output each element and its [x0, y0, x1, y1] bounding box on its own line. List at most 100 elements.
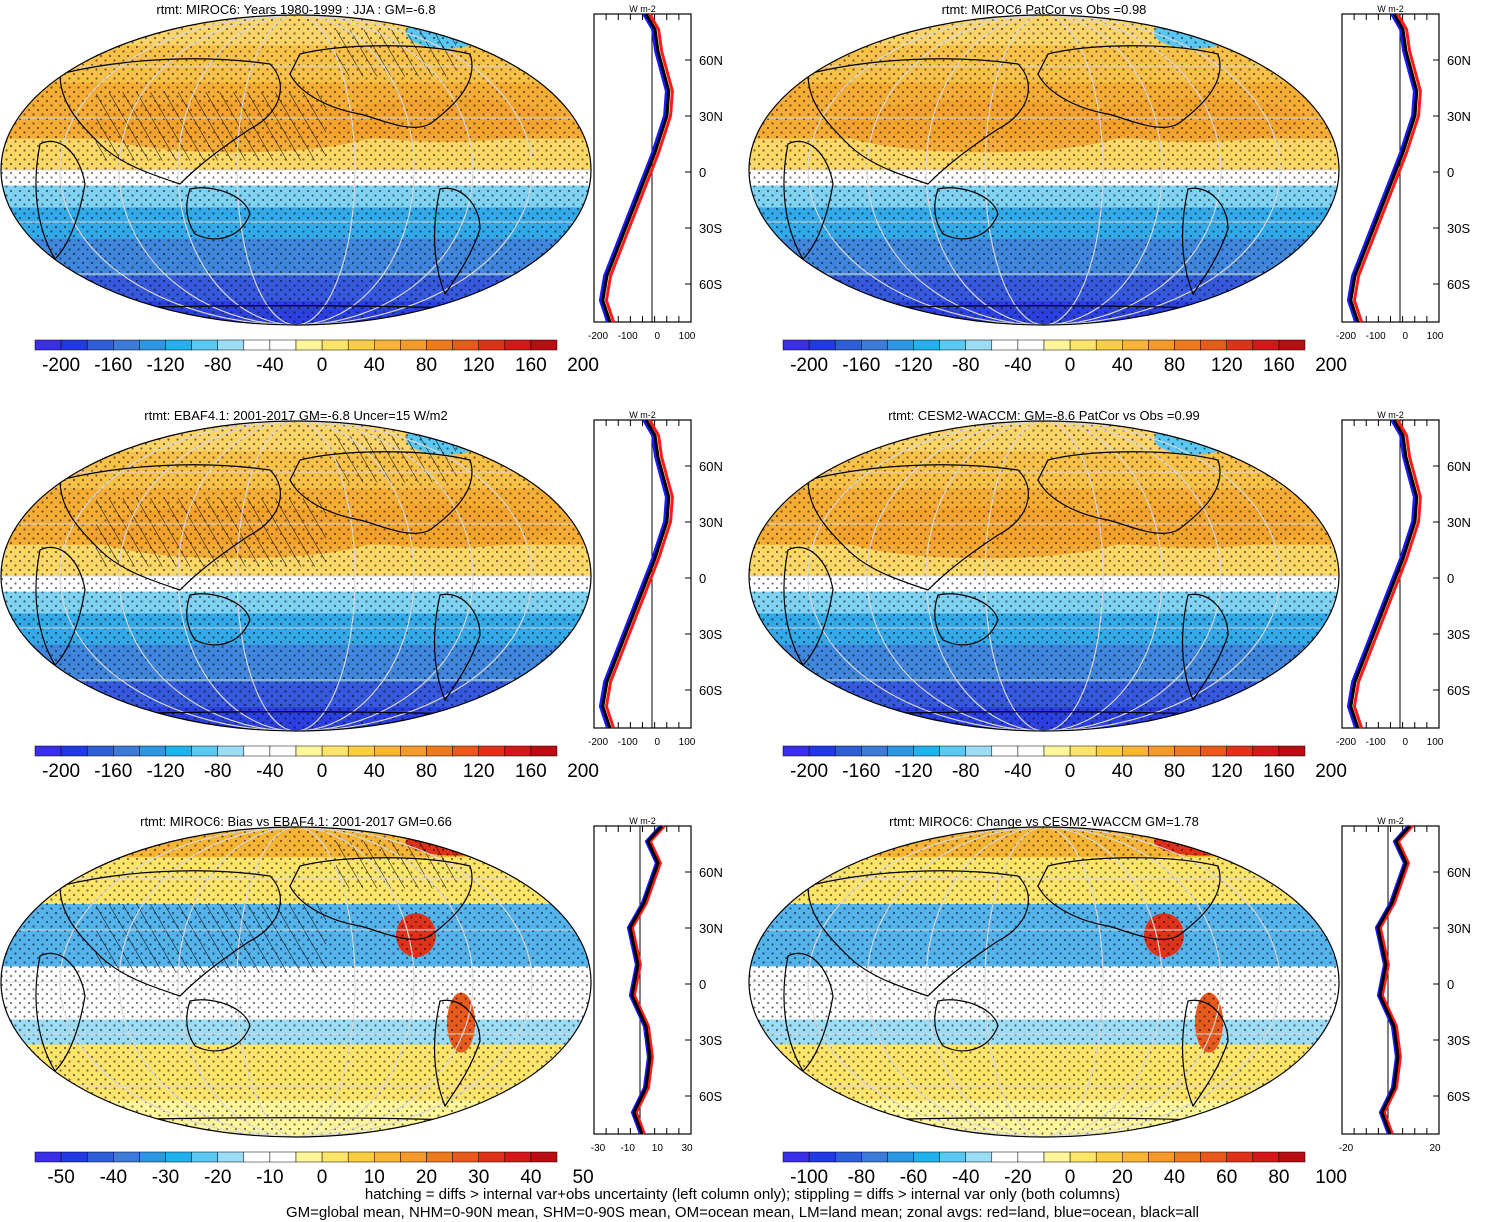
colorbar-tick-label: 80: [1268, 1167, 1289, 1188]
panel-title: rtmt: CESM2-WACCM: GM=-8.6 PatCor vs Obs…: [888, 408, 1200, 423]
colorbar-swatch: [1278, 745, 1306, 757]
graticule-lon: [925, 827, 1163, 1137]
zonal-x-tick-label: -100: [618, 737, 638, 748]
colorbar-swatch: [782, 339, 810, 351]
continent-outline: [1037, 451, 1221, 534]
graticule-lon: [177, 421, 415, 731]
continent-outline: [1037, 45, 1221, 128]
colorbar-swatch: [1226, 745, 1254, 757]
colorbar-tick-label: 120: [1211, 355, 1243, 376]
continent-outline: [59, 58, 281, 185]
colorbar-swatch: [243, 1151, 271, 1163]
continent-outline: [35, 140, 86, 260]
zonal-x-tick-label: -100: [1366, 737, 1386, 748]
zonal-lat-label: 60S: [699, 1089, 722, 1104]
colorbar-tick-label: 40: [364, 355, 385, 376]
zonal-mean-curve: [604, 13, 674, 323]
graticule-lon: [925, 421, 1163, 731]
colorbar-swatch: [1148, 339, 1175, 351]
hatching: [336, 435, 456, 483]
continent-outline: [807, 870, 1029, 997]
colorbar-swatch: [478, 1151, 506, 1163]
colorbar-swatch: [834, 1151, 862, 1163]
colorbar-tick-label: -200: [42, 355, 80, 376]
zonal-x-tick-label: 100: [1427, 737, 1444, 748]
zonal-x-tick-label: 10: [652, 1143, 664, 1154]
colorbar-swatch: [913, 339, 940, 351]
colorbar-swatch: [113, 339, 140, 351]
colorbar: -200 -160 -120 -80 -40 0 40 80 120 160 200: [34, 745, 599, 782]
colorbar-swatch: [1174, 745, 1201, 757]
graticule-lon: [807, 15, 1281, 325]
colorbar-tick-label: -40: [1004, 761, 1031, 782]
zonal-lat-label: 30N: [699, 515, 723, 530]
colorbar-swatch: [347, 339, 375, 351]
graticule-lon: [925, 15, 1163, 325]
map-panel-p6: rtmt: MIROC6: Change vs CESM2-WACCM GM=1…: [748, 814, 1471, 1188]
zonal-lat-label: 60S: [1447, 683, 1470, 698]
colorbar-swatch: [887, 339, 914, 351]
colorbar-swatch: [139, 339, 166, 351]
map-panel-p4: rtmt: CESM2-WACCM: GM=-8.6 PatCor vs Obs…: [748, 408, 1471, 782]
colorbar-tick-label: 120: [1211, 761, 1243, 782]
colorbar-swatch: [400, 1151, 427, 1163]
zonal-lat-label: 60N: [699, 865, 723, 880]
colorbar-swatch: [217, 745, 245, 757]
zonal-x-tick-label: 0: [655, 331, 661, 342]
zonal-lat-label: 0: [699, 571, 706, 586]
continent-outline: [807, 58, 1029, 185]
colorbar-swatch: [478, 745, 506, 757]
colorbar-tick-label: -200: [790, 761, 828, 782]
map-border: [0, 420, 592, 732]
colorbar: -100 -80 -60 -40 -20 0 20 40 60 80 100: [782, 1151, 1347, 1188]
graticule-lon: [984, 827, 1104, 1137]
colorbar-tick-label: 40: [520, 1167, 541, 1188]
colorbar-swatch: [426, 339, 453, 351]
colorbar-swatch: [1252, 745, 1280, 757]
colorbar-swatch: [965, 1151, 993, 1163]
zonal-lat-label: 0: [699, 977, 706, 992]
colorbar-tick-label: 0: [317, 761, 328, 782]
colorbar-swatch: [913, 1151, 940, 1163]
zonal-x-tick-label: -200: [1336, 737, 1356, 748]
colorbar-swatch: [452, 1151, 479, 1163]
zonal-lat-label: 0: [1447, 165, 1454, 180]
map-field: [1, 421, 591, 731]
zonal-mean-curve: [1346, 419, 1416, 729]
zonal-mean-plot: W m-2 -200 -100 0 100 60N 30N 0 30S 60S: [1336, 4, 1471, 342]
colorbar-tick-label: -160: [94, 355, 132, 376]
graticule-lon: [118, 15, 474, 325]
colorbar: -200 -160 -120 -80 -40 0 40 80 120 160 200: [782, 339, 1347, 376]
map-panel-p5: rtmt: MIROC6: Bias vs EBAF4.1: 2001-2017…: [0, 814, 723, 1188]
continent-outline: [186, 593, 251, 646]
colorbar-swatch: [86, 339, 114, 351]
panel-title: rtmt: MIROC6: Years 1980-1999 : JJA : GM…: [156, 2, 435, 17]
colorbar-tick-label: 10: [364, 1167, 385, 1188]
zonal-lat-label: 30N: [1447, 921, 1471, 936]
colorbar-tick-label: 80: [416, 355, 437, 376]
colorbar-tick-label: 120: [463, 761, 495, 782]
colorbar-tick-label: 40: [1164, 1167, 1185, 1188]
colorbar-tick-label: -160: [842, 761, 880, 782]
graticule-lon: [866, 15, 1222, 325]
colorbar-swatch: [1174, 1151, 1201, 1163]
continent-outline: [59, 870, 281, 997]
colorbar-swatch: [374, 745, 401, 757]
graticule-lon: [236, 15, 356, 325]
colorbar-swatch: [165, 1151, 192, 1163]
colorbar-swatch: [1095, 339, 1123, 351]
colorbar-tick-label: -10: [256, 1167, 283, 1188]
zonal-lat-label: 30S: [699, 627, 722, 642]
zonal-x-tick-label: -200: [1336, 331, 1356, 342]
zonal-x-tick-label: 30: [681, 1143, 693, 1154]
colorbar-tick-label: -40: [256, 355, 283, 376]
colorbar: -50 -40 -30 -20 -10 0 10 20 30 40 50: [34, 1151, 594, 1188]
zonal-mean-plot: W m-2 -30 -10 10 30 60N 30N 0 30S 60S: [591, 816, 723, 1154]
colorbar-swatch: [1095, 1151, 1123, 1163]
zonal-mean-curve: [628, 824, 664, 1135]
colorbar-swatch: [782, 1151, 810, 1163]
colorbar-swatch: [887, 745, 914, 757]
graticule-lon: [118, 827, 474, 1137]
colorbar-tick-label: -200: [42, 761, 80, 782]
